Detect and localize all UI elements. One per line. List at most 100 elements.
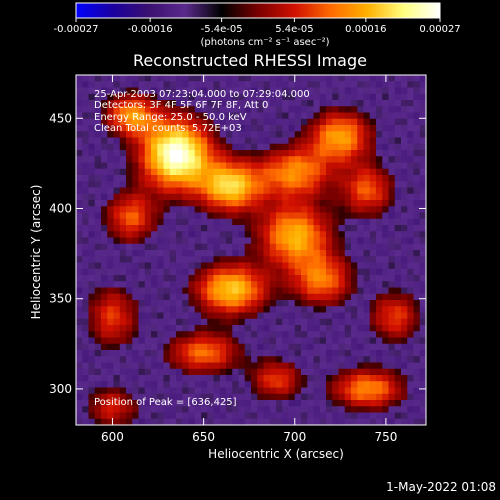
heatmap-cell — [213, 325, 221, 332]
heatmap-cell — [76, 343, 83, 351]
heatmap-cell — [119, 318, 127, 326]
heatmap-cell — [201, 131, 208, 139]
heatmap-cell — [363, 400, 371, 407]
heatmap-cell — [238, 193, 246, 201]
heatmap-cell — [332, 331, 340, 339]
heatmap-cell — [144, 306, 152, 314]
heatmap-cell — [94, 268, 102, 276]
heatmap-cell — [119, 87, 127, 95]
heatmap-cell — [419, 231, 426, 239]
heatmap-cell — [169, 75, 177, 82]
heatmap-cell — [338, 137, 346, 145]
heatmap-cell — [238, 156, 246, 164]
heatmap-cell — [157, 87, 165, 95]
heatmap-cell — [201, 187, 208, 195]
heatmap-cell — [113, 112, 121, 120]
heatmap-cell — [82, 368, 90, 376]
heatmap-cell — [313, 356, 321, 364]
heatmap-cell — [332, 350, 340, 357]
heatmap-cell — [251, 206, 258, 214]
heatmap-cell — [357, 156, 365, 164]
heatmap-cell — [244, 143, 252, 151]
heatmap-cell — [369, 143, 377, 151]
heatmap-cell — [407, 81, 415, 89]
heatmap-cell — [376, 81, 383, 89]
heatmap-cell — [288, 181, 296, 189]
heatmap-cell — [326, 193, 333, 201]
heatmap-cell — [344, 93, 352, 101]
heatmap-cell — [282, 250, 290, 257]
heatmap-cell — [94, 350, 102, 357]
heatmap-cell — [144, 250, 152, 257]
heatmap-cell — [282, 193, 290, 201]
heatmap-cell — [282, 125, 290, 132]
heatmap-cell — [182, 237, 190, 245]
heatmap-cell — [251, 200, 258, 207]
heatmap-cell — [101, 143, 108, 151]
heatmap-cell — [344, 131, 352, 139]
heatmap-cell — [257, 218, 265, 226]
heatmap-cell — [307, 175, 315, 182]
heatmap-cell — [94, 143, 102, 151]
heatmap-cell — [88, 125, 96, 132]
heatmap-cell — [394, 87, 402, 95]
heatmap-cells — [76, 75, 426, 425]
heatmap-cell — [413, 337, 421, 345]
heatmap-cell — [138, 393, 146, 401]
heatmap-cell — [301, 243, 308, 251]
heatmap-cell — [101, 293, 108, 301]
heatmap-cell — [382, 81, 390, 89]
heatmap-cell — [88, 118, 96, 126]
heatmap-cell — [113, 418, 121, 425]
heatmap-cell — [182, 293, 190, 301]
heatmap-cell — [257, 387, 265, 395]
heatmap-cell — [226, 200, 233, 207]
heatmap-cell — [213, 268, 221, 276]
heatmap-cell — [263, 112, 271, 120]
heatmap-cell — [357, 256, 365, 264]
heatmap-cell — [132, 218, 140, 226]
heatmap-cell — [219, 281, 227, 289]
heatmap-cell — [376, 343, 383, 351]
heatmap-cell — [344, 387, 352, 395]
heatmap-cell — [413, 306, 421, 314]
heatmap-cell — [113, 218, 121, 226]
heatmap-cell — [176, 87, 183, 95]
heatmap-cell — [132, 81, 140, 89]
heatmap-cell — [219, 175, 227, 182]
heatmap-cell — [176, 368, 183, 376]
heatmap-cell — [119, 375, 127, 382]
x-tick-label: 600 — [101, 430, 124, 444]
heatmap-cell — [357, 343, 365, 351]
heatmap-cell — [169, 400, 177, 407]
heatmap-cell — [107, 375, 115, 382]
heatmap-cell — [257, 87, 265, 95]
heatmap-cell — [88, 356, 96, 364]
heatmap-cell — [369, 275, 377, 282]
heatmap-cell — [307, 293, 315, 301]
heatmap-cell — [326, 350, 333, 357]
heatmap-cell — [132, 312, 140, 320]
heatmap-cell — [326, 381, 333, 389]
heatmap-cell — [169, 100, 177, 107]
heatmap-cell — [94, 381, 102, 389]
heatmap-cell — [313, 206, 321, 214]
heatmap-cell — [238, 125, 246, 132]
heatmap-cell — [407, 100, 415, 107]
heatmap-cell — [269, 75, 277, 82]
heatmap-cell — [269, 331, 277, 339]
heatmap-cell — [238, 393, 246, 401]
heatmap-cell — [151, 400, 158, 407]
heatmap-cell — [363, 418, 371, 425]
heatmap-cell — [101, 206, 108, 214]
heatmap-cell — [357, 112, 365, 120]
heatmap-cell — [294, 100, 302, 107]
heatmap-cell — [413, 262, 421, 270]
heatmap-cell — [251, 112, 258, 120]
heatmap-cell — [276, 400, 283, 407]
heatmap-cell — [226, 206, 233, 214]
heatmap-cell — [269, 112, 277, 120]
heatmap-cell — [76, 187, 83, 195]
heatmap-cell — [257, 175, 265, 182]
heatmap-cell — [76, 275, 83, 282]
